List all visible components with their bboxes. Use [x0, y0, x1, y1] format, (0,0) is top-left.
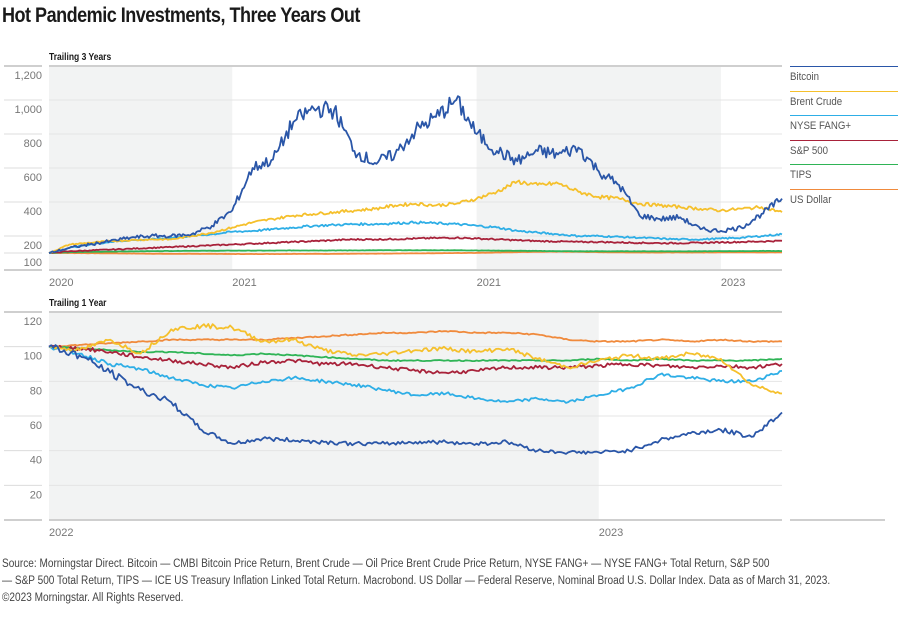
trailing-1y-series-nyse-fang — [48, 345, 783, 404]
legend-item-us-dollar: US Dollar — [790, 188, 898, 214]
trailing-3y-series-nyse-fang — [48, 220, 783, 254]
legend-label: Brent Crude — [790, 95, 843, 108]
legend-item-nyse-fang: NYSE FANG+ — [790, 115, 898, 140]
trailing-3y-series-s-p-500 — [48, 236, 783, 254]
trailing-3y-y-tick-label: 1,000 — [14, 104, 42, 116]
trailing-3y-x-tick-label: 2021 — [232, 277, 256, 289]
legend-label: US Dollar — [790, 193, 832, 206]
legend-item-tips: TIPS — [790, 164, 898, 189]
trailing-1y-y-tick-label: 20 — [30, 489, 42, 501]
source-footnote: Source: Morningstar Direct. Bitcoin — CM… — [2, 556, 877, 607]
panel-title-trailing-3-years: Trailing 3 Years — [49, 52, 112, 63]
copyright-line: ©2023 Morningstar. All Rights Reserved. — [2, 592, 184, 604]
trailing-1y-y-tick-label: 80 — [30, 385, 42, 397]
footnote-line-2: — S&P 500 Total Return, TIPS — ICE US Tr… — [2, 575, 831, 587]
legend-item-brent-crude: Brent Crude — [790, 90, 898, 116]
legend-label: NYSE FANG+ — [790, 120, 852, 132]
trailing-3y-x-tick-label: 2021 — [477, 277, 501, 289]
panel-title-trailing-1-year: Trailing 1 Year — [49, 298, 107, 309]
legend-item-sp500: S&P 500 — [790, 139, 898, 165]
footnote-line-1: Source: Morningstar Direct. Bitcoin — CM… — [2, 558, 770, 570]
trailing-1y-y-tick-label: 100 — [24, 351, 42, 363]
trailing-1y-x-tick-label: 2023 — [599, 527, 623, 539]
trailing-3y-y-tick-label: 1,200 — [14, 70, 42, 82]
trailing-3y-x-tick-label: 2023 — [721, 277, 745, 289]
trailing-1y-series-brent-crude — [49, 323, 783, 395]
trailing-1y-y-tick-label: 60 — [30, 420, 42, 432]
trailing-3y-y-tick-label: 400 — [24, 206, 42, 218]
trailing-3y-series-brent-crude — [48, 179, 783, 254]
trailing-3y-y-tick-label: 800 — [24, 138, 42, 150]
trailing-1y-y-tick-label: 40 — [30, 455, 42, 467]
trailing-1y-series-s-p-500 — [48, 344, 783, 375]
legend-label: Bitcoin — [790, 71, 820, 83]
trailing-3y-y-tick-label: 200 — [24, 240, 42, 252]
trailing-3y-series-us-dollar — [49, 250, 783, 255]
trailing-3y-y-tick-label: 600 — [24, 172, 42, 184]
trailing-1y-series-us-dollar — [48, 330, 783, 348]
trailing-3y-y-tick-label: 100 — [24, 257, 42, 269]
trailing-1y-x-tick-label: 2022 — [49, 527, 73, 539]
trailing-1y-series-bitcoin — [48, 344, 783, 455]
legend-label: S&P 500 — [790, 144, 829, 157]
trailing-1y-y-tick-label: 120 — [24, 316, 42, 328]
legend-label: TIPS — [790, 169, 812, 181]
trailing-3y-series-bitcoin — [48, 95, 783, 254]
trailing-3y-x-tick-label: 2020 — [49, 277, 73, 289]
legend: Bitcoin Brent Crude NYSE FANG+ S&P 500 T… — [790, 66, 898, 213]
legend-item-bitcoin: Bitcoin — [790, 66, 898, 91]
trailing-3y-series-tips — [48, 249, 783, 254]
chart-title: Hot Pandemic Investments, Three Years Ou… — [2, 4, 360, 27]
